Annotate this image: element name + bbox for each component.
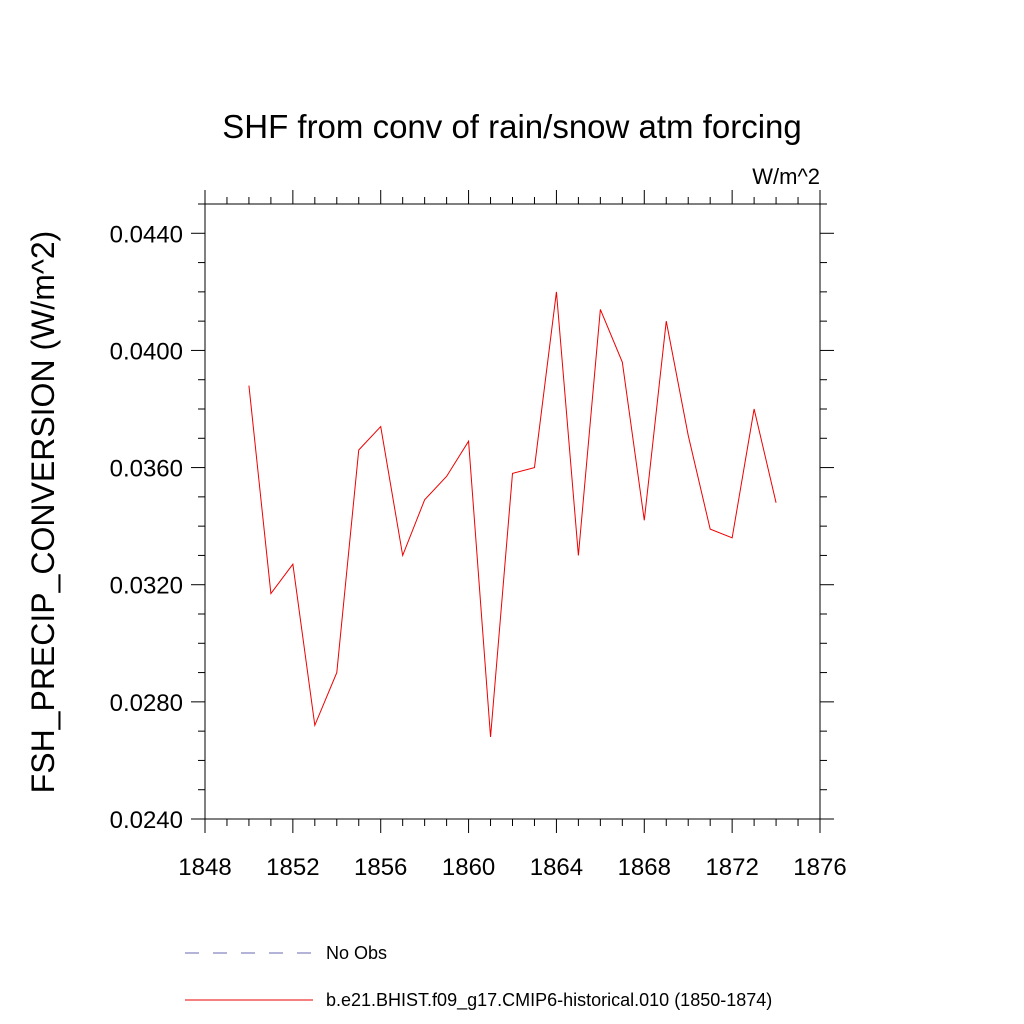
x-tick-label: 1860 bbox=[442, 854, 495, 881]
y-axis-label: FSH_PRECIP_CONVERSION (W/m^2) bbox=[25, 231, 61, 794]
ticks-group: 1848 1852 1856 1860 1864 1868 1872 1876 0.0240 0.… bbox=[110, 190, 847, 881]
y-tick-label: 0.0320 bbox=[110, 573, 183, 600]
legend-label: b.e21.BHIST.f09_g17.CMIP6-historical.010… bbox=[326, 990, 772, 1011]
x-tick-label: 1872 bbox=[705, 854, 758, 881]
y-tick-label: 0.0280 bbox=[110, 690, 183, 717]
legend-label: No Obs bbox=[326, 943, 387, 963]
legend: No Obs b.e21.BHIST.f09_g17.CMIP6-historic… bbox=[185, 943, 772, 1011]
x-tick-label: 1856 bbox=[354, 854, 407, 881]
x-tick-label: 1876 bbox=[793, 854, 846, 881]
units-label: W/m^2 bbox=[752, 164, 820, 189]
series-group bbox=[248, 291, 777, 738]
y-tick-label: 0.0440 bbox=[110, 221, 183, 248]
plot-frame-group bbox=[204, 203, 821, 820]
series-line bbox=[248, 291, 777, 738]
plot-frame bbox=[204, 203, 821, 820]
x-tick-label: 1868 bbox=[618, 854, 671, 881]
chart-title: SHF from conv of rain/snow atm forcing bbox=[222, 108, 802, 145]
x-tick-label: 1864 bbox=[530, 854, 583, 881]
y-tick-label: 0.0400 bbox=[110, 338, 183, 365]
y-tick-label: 0.0360 bbox=[110, 456, 183, 483]
x-tick-label: 1852 bbox=[266, 854, 319, 881]
x-tick-label: 1848 bbox=[178, 854, 231, 881]
y-tick-label: 0.0240 bbox=[110, 807, 183, 834]
